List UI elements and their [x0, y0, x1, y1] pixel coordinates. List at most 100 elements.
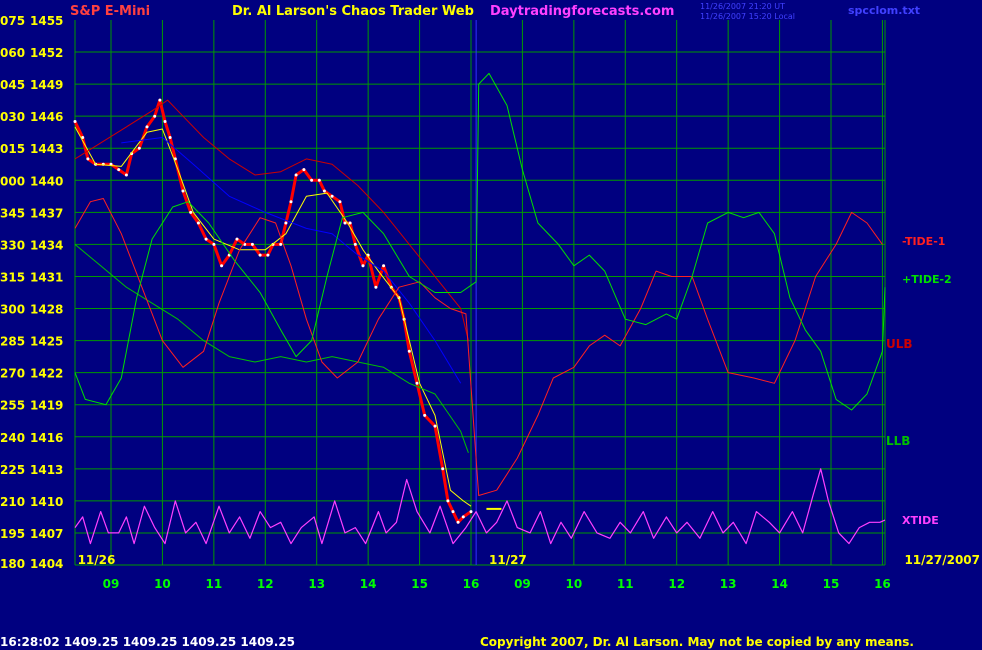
x-tick-label: 12	[257, 577, 274, 591]
label-tide2: +TIDE-2	[902, 273, 952, 286]
price-point	[469, 510, 473, 514]
price-point	[163, 120, 167, 123]
day-label: 11/27/2007	[904, 553, 980, 567]
price-point	[204, 237, 208, 241]
series-tide1	[74, 198, 883, 496]
y-tick-label-angle: 045	[0, 78, 25, 92]
publisher-title: Dr. Al Larson's Chaos Trader Web	[232, 4, 474, 19]
price-point	[353, 242, 357, 246]
x-tick-label: 10	[566, 577, 583, 591]
y-tick-label-angle: 285	[0, 335, 25, 349]
copyright-notice: Copyright 2007, Dr. Al Larson. May not b…	[480, 635, 914, 649]
y-tick-label-angle: 225	[0, 463, 25, 477]
x-tick-label: 13	[308, 577, 325, 591]
y-tick-label-angle: 075	[0, 14, 25, 28]
x-tick-label: 09	[103, 577, 120, 591]
y-tick-label-price: 1452	[30, 46, 63, 60]
label-llb: LLB	[886, 434, 910, 448]
y-tick-label-angle: 300	[0, 303, 25, 317]
price-point	[220, 264, 224, 268]
price-point	[415, 381, 419, 385]
y-tick-label-price: 1407	[30, 527, 63, 541]
price-point	[348, 221, 352, 225]
y-tick-label-price: 1431	[30, 270, 63, 284]
website-link[interactable]: Daytradingforecasts.com	[490, 4, 675, 19]
y-tick-label-angle: 060	[0, 46, 25, 60]
label-ulb: ULB	[886, 337, 913, 351]
series-xtide	[74, 468, 886, 545]
label-layer: 075 1455 060 1452 045 1449 030 1446 015 1443 000 14…	[0, 14, 980, 591]
day-label: 11/26	[78, 553, 116, 567]
series-ulb	[74, 99, 469, 341]
price-point	[338, 200, 342, 204]
price-point	[189, 210, 193, 214]
x-tick-label: 13	[720, 577, 737, 591]
price-point	[423, 413, 427, 417]
price-point	[124, 173, 128, 177]
price-point	[451, 510, 455, 514]
x-tick-label: 12	[668, 577, 685, 591]
y-tick-label-angle: 255	[0, 399, 25, 413]
price-point	[294, 173, 298, 177]
price-point	[302, 168, 306, 172]
price-point	[310, 178, 314, 182]
x-tick-label: 15	[823, 577, 840, 591]
price-point	[289, 200, 293, 204]
series-tide2	[74, 72, 886, 411]
y-tick-label-price: 1428	[30, 303, 63, 317]
price-point	[382, 264, 386, 268]
last-quote: 16:28:02 1409.25 1409.25 1409.25 1409.25	[0, 635, 296, 649]
y-tick-label-price: 1404	[30, 557, 63, 571]
y-tick-label-price: 1425	[30, 335, 63, 349]
price-point	[250, 242, 254, 246]
price-point	[456, 520, 460, 524]
y-tick-label-angle: 330	[0, 238, 25, 252]
series-average	[74, 126, 472, 507]
y-tick-label-angle: 180	[0, 557, 25, 571]
x-tick-label: 16	[874, 577, 891, 591]
price-point	[322, 189, 326, 193]
y-tick-label-price: 1449	[30, 78, 63, 92]
y-tick-label-angle: 240	[0, 431, 25, 445]
price-point	[317, 178, 321, 182]
price-point	[137, 146, 141, 150]
y-tick-label-price: 1422	[30, 367, 63, 381]
y-tick-label-price: 1455	[30, 14, 63, 28]
price-point	[361, 264, 365, 268]
y-tick-label-price: 1446	[30, 110, 63, 124]
y-tick-label-angle: 030	[0, 110, 25, 124]
price-point	[86, 157, 90, 161]
x-tick-label: 10	[154, 577, 171, 591]
price-point	[235, 237, 239, 241]
y-tick-label-angle: 195	[0, 527, 25, 541]
price-point	[279, 242, 283, 246]
y-tick-label-price: 1434	[30, 238, 63, 252]
price-point	[446, 499, 450, 503]
data-filename: spcclom.txt	[848, 4, 921, 17]
price-point	[117, 168, 121, 172]
price-point	[158, 98, 162, 102]
price-point	[81, 136, 85, 139]
grid-layer	[74, 20, 886, 566]
y-tick-label-angle: 210	[0, 495, 25, 509]
x-tick-label: 11	[617, 577, 634, 591]
timestamp-local: 11/26/2007 15:20 Local	[700, 12, 795, 21]
x-tick-label: 09	[514, 577, 531, 591]
price-point	[374, 285, 378, 289]
price-point	[407, 349, 411, 353]
price-point	[196, 221, 200, 225]
price-point	[181, 189, 185, 193]
price-point	[266, 253, 270, 257]
x-tick-label: 15	[411, 577, 428, 591]
x-tick-label: 11	[206, 577, 223, 591]
price-point	[73, 120, 77, 123]
instrument-title: S&P E-Mini	[70, 4, 151, 19]
y-tick-label-price: 1440	[30, 174, 63, 188]
price-point	[153, 114, 157, 118]
y-tick-label-price: 1410	[30, 495, 63, 509]
timestamp-utc: 11/26/2007 21:20 UT	[700, 2, 785, 11]
y-tick-label-price: 1443	[30, 142, 63, 156]
y-tick-label-angle: 000	[0, 174, 25, 188]
